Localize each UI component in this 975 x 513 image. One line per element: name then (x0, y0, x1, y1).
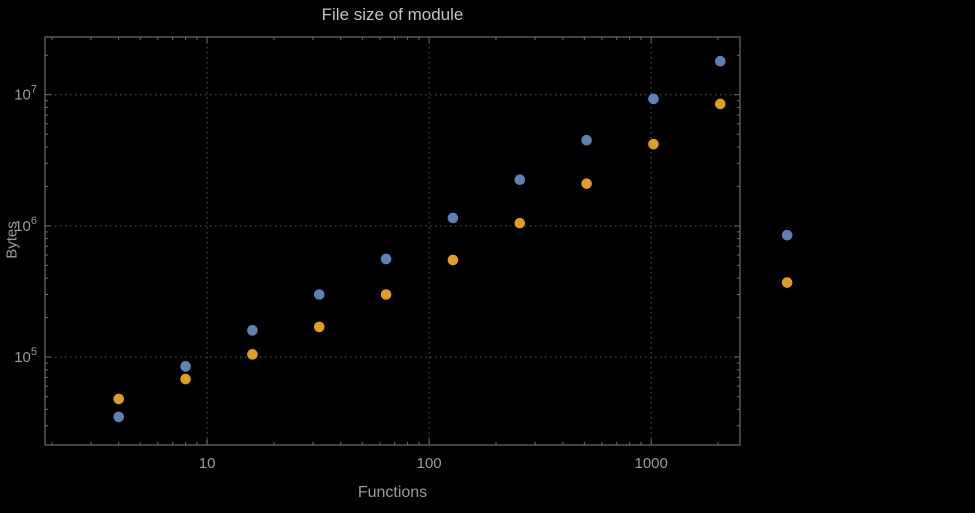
y-axis-label: Bytes (3, 221, 21, 259)
y-tick-label: 105 (14, 346, 37, 366)
data-point-orange (380, 289, 392, 300)
data-point-blue (113, 411, 125, 423)
data-point-orange (648, 138, 659, 150)
data-point-blue (514, 174, 526, 186)
data-point-blue (180, 361, 191, 372)
data-point-blue (313, 289, 325, 300)
y-tick-label: 107 (14, 84, 37, 104)
chart-title: File size of module (321, 5, 464, 24)
data-point-blue (447, 212, 459, 224)
data-point-orange (113, 393, 125, 405)
data-point-orange (247, 349, 258, 360)
data-point-orange (180, 373, 191, 385)
plot-frame (44, 36, 741, 446)
data-point-blue (781, 229, 793, 241)
data-point-blue (715, 55, 726, 67)
data-point-blue (581, 134, 592, 146)
x-tick-label: 10 (199, 455, 216, 472)
data-point-orange (781, 277, 793, 288)
y-tick-label: 106 (14, 215, 37, 235)
data-point-blue (247, 325, 258, 336)
data-point-orange (313, 321, 325, 333)
data-point-orange (447, 254, 459, 266)
x-axis-label: Functions (357, 484, 428, 501)
data-point-blue (380, 253, 392, 265)
data-point-orange (715, 98, 726, 110)
data-point-blue (648, 93, 659, 105)
data-point-orange (514, 217, 526, 229)
x-tick-label: 1000 (634, 455, 667, 472)
x-tick-label: 100 (417, 455, 442, 472)
data-point-orange (581, 178, 592, 189)
